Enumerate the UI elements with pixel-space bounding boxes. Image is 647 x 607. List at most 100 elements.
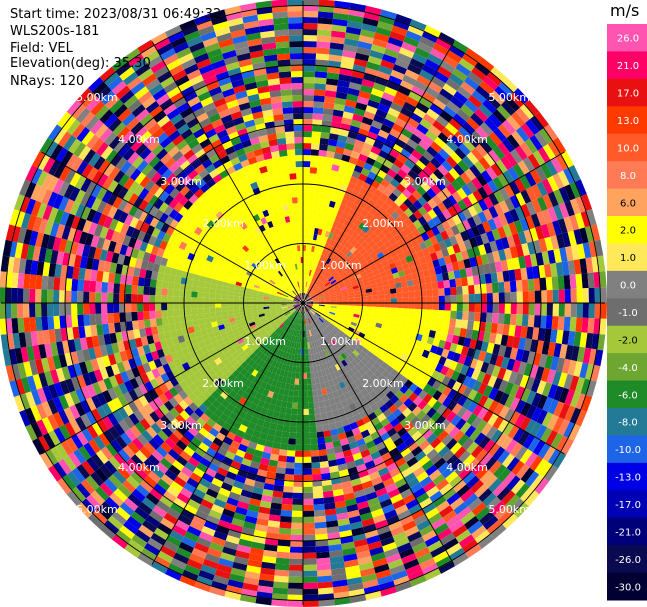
velocity-gate xyxy=(334,249,341,257)
velocity-gate xyxy=(455,529,472,543)
velocity-gate xyxy=(493,402,505,416)
velocity-gate xyxy=(326,72,340,80)
velocity-gate xyxy=(332,220,339,229)
velocity-gate xyxy=(342,293,349,297)
velocity-gate xyxy=(197,297,204,303)
velocity-gate xyxy=(377,206,386,216)
velocity-gate xyxy=(317,437,326,445)
velocity-gate xyxy=(322,289,328,294)
velocity-gate xyxy=(308,185,316,192)
velocity-gate xyxy=(303,215,308,222)
velocity-gate xyxy=(547,342,556,357)
velocity-gate xyxy=(339,346,346,353)
velocity-gate xyxy=(29,303,36,318)
velocity-gate xyxy=(173,303,180,310)
velocity-gate xyxy=(309,276,314,283)
velocity-gate xyxy=(456,86,472,100)
velocity-gate xyxy=(326,187,334,195)
velocity-gate xyxy=(343,192,351,201)
velocity-gate xyxy=(540,290,547,303)
velocity-gate xyxy=(498,187,510,201)
velocity-gate xyxy=(363,334,371,341)
velocity-gate xyxy=(315,272,320,279)
velocity-gate xyxy=(339,253,346,260)
velocity-gate xyxy=(371,180,381,189)
velocity-gate xyxy=(77,291,84,303)
velocity-gate xyxy=(359,350,367,358)
velocity-gate xyxy=(314,287,320,293)
velocity-gate xyxy=(426,303,433,310)
velocity-gate xyxy=(573,361,583,378)
velocity-gate xyxy=(320,285,326,291)
velocity-gate xyxy=(529,115,545,132)
velocity-gate xyxy=(303,203,309,210)
velocity-gate xyxy=(330,307,337,311)
velocity-gate xyxy=(338,319,346,324)
velocity-gate xyxy=(437,212,447,223)
velocity-gate xyxy=(325,237,332,245)
velocity-gate xyxy=(346,93,359,103)
velocity-gate xyxy=(303,600,319,607)
velocity-gate xyxy=(317,308,324,312)
velocity-gate xyxy=(304,281,307,288)
velocity-gate xyxy=(437,65,453,79)
velocity-gate xyxy=(386,325,394,333)
velocity-gate xyxy=(29,317,37,332)
velocity-gate xyxy=(389,394,400,405)
velocity-gate xyxy=(413,487,427,499)
velocity-gate xyxy=(564,303,571,318)
velocity-gate xyxy=(385,232,394,241)
velocity-gate xyxy=(431,281,439,290)
velocity-gate xyxy=(418,439,431,451)
velocity-gate xyxy=(373,211,382,220)
velocity-gate xyxy=(432,495,447,508)
velocity-gate xyxy=(71,290,78,303)
velocity-gate xyxy=(325,283,332,288)
velocity-gate xyxy=(303,360,307,367)
velocity-gate xyxy=(493,390,504,403)
velocity-gate xyxy=(466,320,475,330)
velocity-gate xyxy=(398,193,408,203)
velocity-gate xyxy=(239,303,246,307)
velocity-gate xyxy=(372,330,380,337)
velocity-gate xyxy=(483,352,493,364)
velocity-gate xyxy=(502,369,513,382)
velocity-gate xyxy=(503,211,514,225)
velocity-gate xyxy=(502,119,516,135)
velocity-gate xyxy=(401,41,417,53)
velocity-gate xyxy=(523,363,533,377)
velocity-gate xyxy=(446,139,459,152)
velocity-gate xyxy=(328,139,338,147)
velocity-gate xyxy=(538,327,546,342)
velocity-gate xyxy=(409,331,417,340)
velocity-gate xyxy=(540,427,553,443)
velocity-gate xyxy=(378,15,396,26)
velocity-gate xyxy=(337,321,344,326)
velocity-gate xyxy=(348,253,356,261)
velocity-gate xyxy=(345,26,362,35)
velocity-gate xyxy=(385,330,393,337)
velocity-gate xyxy=(350,224,359,232)
velocity-gate xyxy=(318,241,323,248)
velocity-gate xyxy=(305,257,308,264)
velocity-gate xyxy=(449,547,466,562)
velocity-gate xyxy=(365,288,373,293)
velocity-gate xyxy=(435,415,446,427)
velocity-gate xyxy=(456,406,468,419)
velocity-gate xyxy=(565,344,574,360)
velocity-gate xyxy=(483,242,493,254)
velocity-gate xyxy=(155,287,162,296)
velocity-gate xyxy=(418,139,431,151)
velocity-gate xyxy=(161,288,168,296)
velocity-gate xyxy=(342,277,350,283)
velocity-gate xyxy=(350,381,358,390)
velocity-gate xyxy=(569,214,580,231)
velocity-gate xyxy=(388,237,397,246)
velocity-gate xyxy=(324,307,331,311)
velocity-gate xyxy=(497,226,507,239)
velocity-gate xyxy=(498,379,509,393)
velocity-gate xyxy=(53,276,61,291)
velocity-gate xyxy=(491,228,501,241)
velocity-gate xyxy=(442,386,452,397)
velocity-gate xyxy=(490,163,503,177)
